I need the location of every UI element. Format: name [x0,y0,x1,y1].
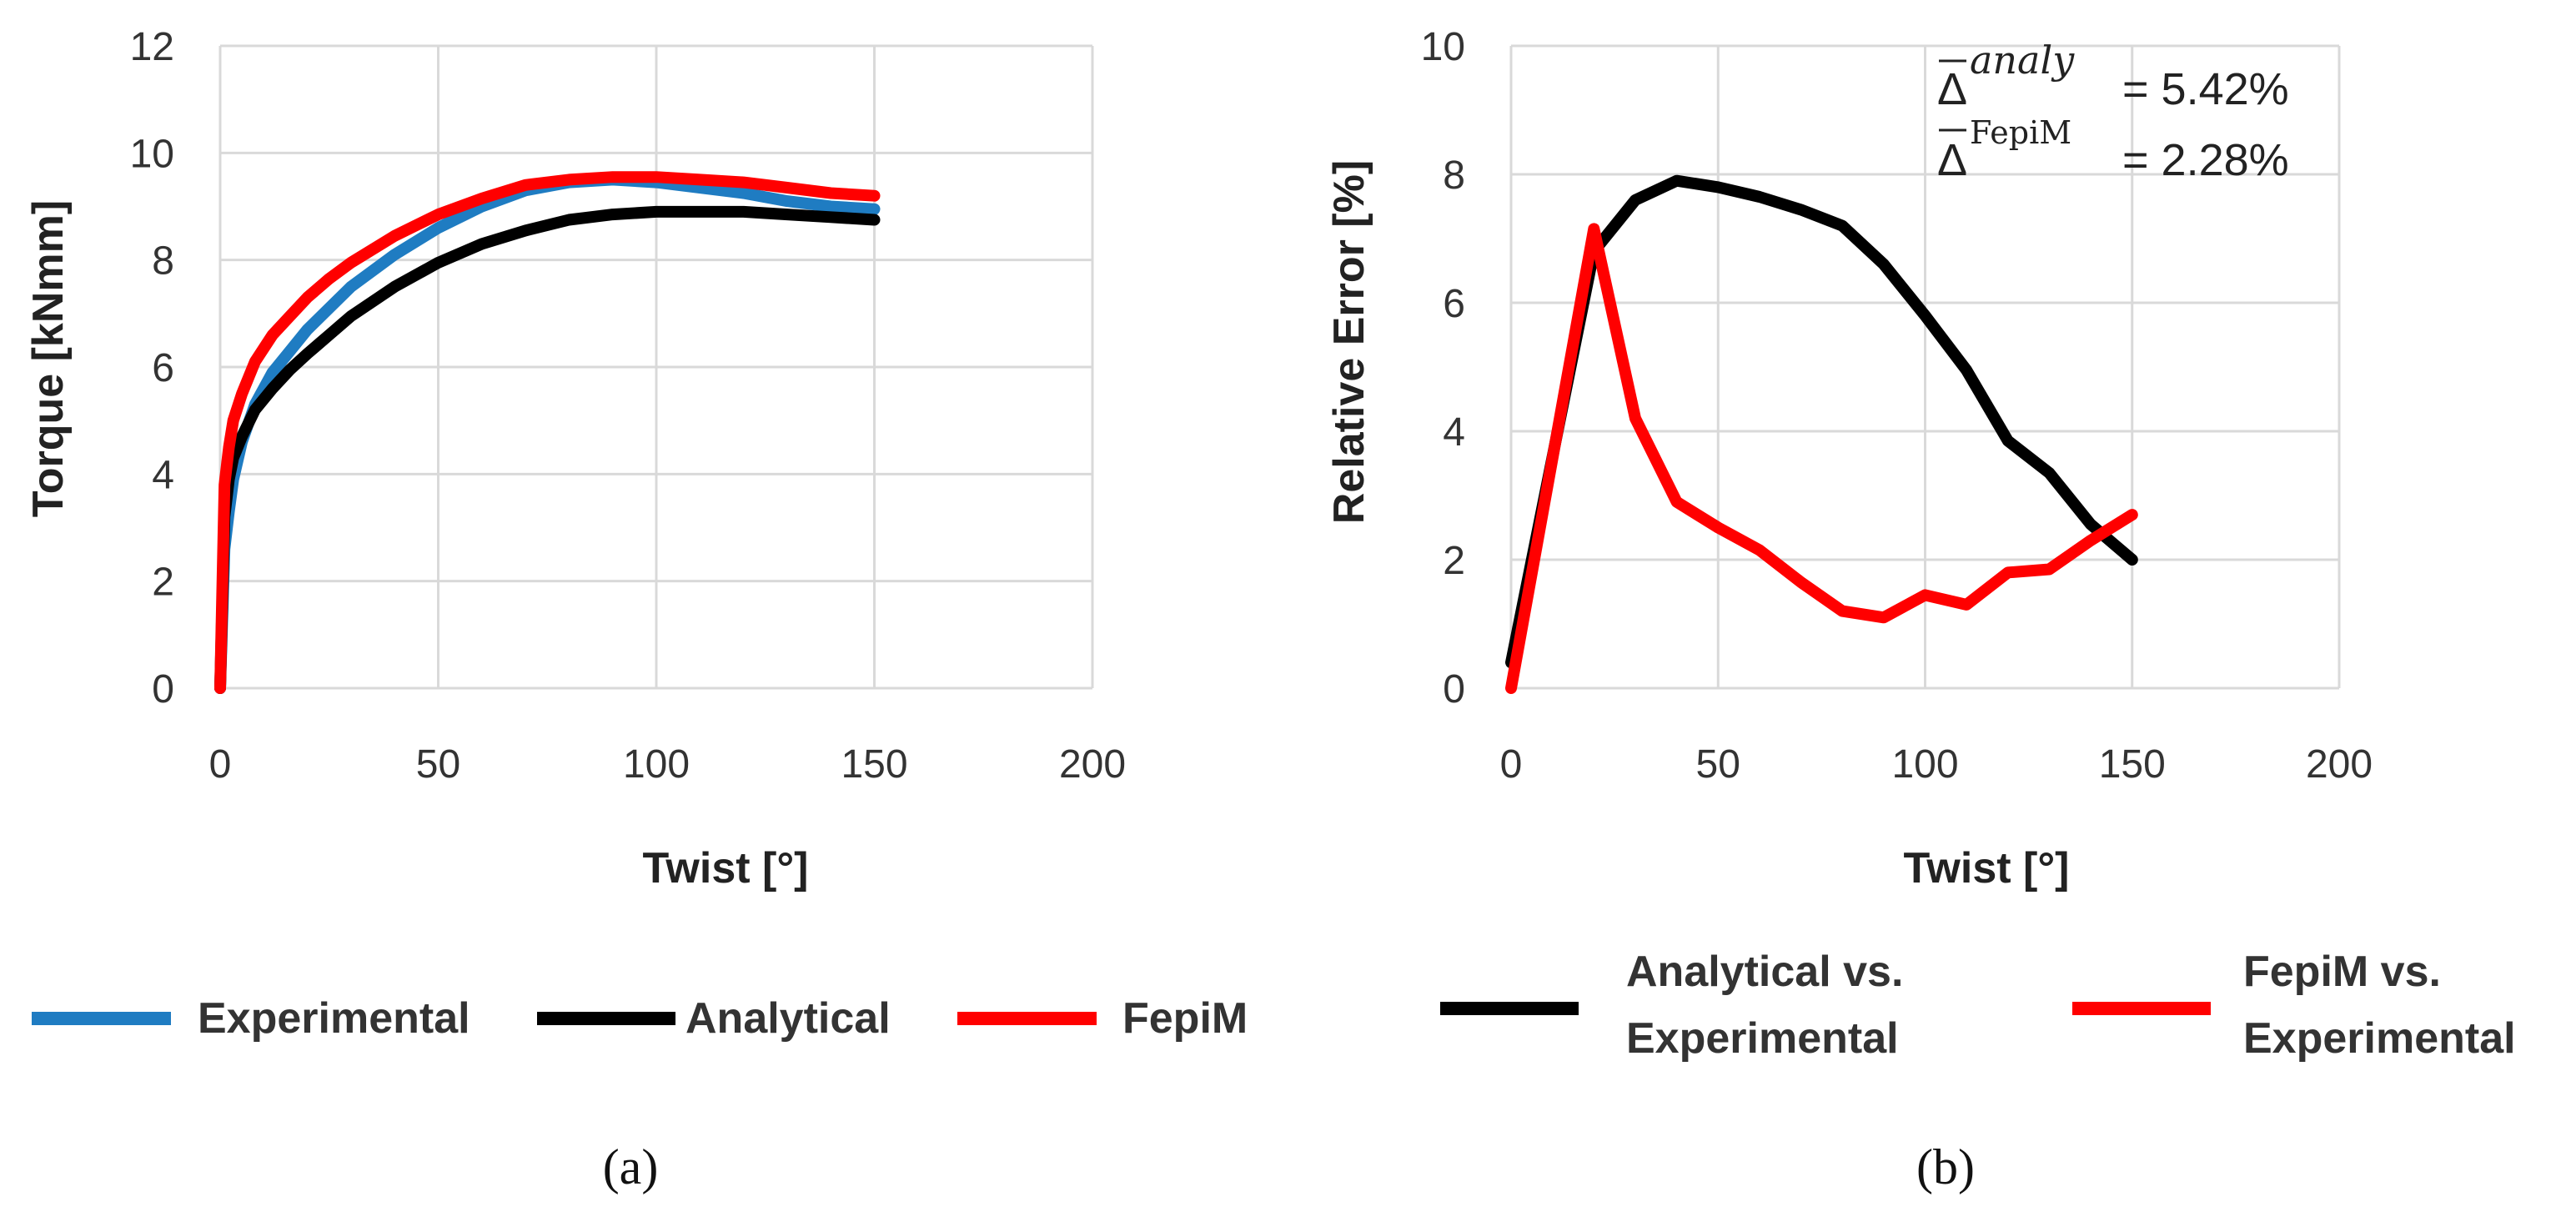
y-tick-label: 4 [1443,410,1465,455]
panel-a-x-axis-title: Twist [°] [643,844,809,893]
panel-a-legend: Experimental Analytical FepiM [32,994,1248,1043]
series-line-analytical [214,205,881,694]
delta-symbol: Δ [1937,64,1967,114]
annotation-analytical: Δ analy = 5.42% [1937,38,2289,114]
x-tick-label: 100 [1891,742,1958,787]
y-tick-label: 8 [1443,153,1465,198]
annotation-analytical-value: = 5.42% [2122,64,2289,114]
series-line-analytical-vs-experimental [1505,174,2138,669]
y-tick-label: 8 [152,239,174,284]
panel-a-label: (a) [603,1139,659,1194]
y-tick-label: 6 [152,346,174,390]
legend-label-fepim-line2: Experimental [2243,1014,2516,1063]
x-tick-label: 150 [841,742,907,787]
x-tick-label: 50 [416,742,460,787]
series-line-fepim-vs-experimental [1505,223,2138,694]
y-tick-label: 10 [1421,25,1465,69]
annotation-analytical-sup: analy [1970,38,2075,83]
x-tick-label: 0 [209,742,232,787]
y-tick-label: 10 [130,132,174,176]
legend-label-analytical-line2: Experimental [1626,1014,1899,1063]
y-tick-label: 4 [152,453,174,497]
panel-b-label: (b) [1916,1139,1975,1194]
x-tick-label: 100 [623,742,690,787]
x-tick-label: 50 [1696,742,1740,787]
annotation-fepim-value: = 2.28% [2122,135,2289,185]
annotation-fepim-sup: FepiM [1970,114,2071,151]
x-tick-label: 200 [2306,742,2373,787]
annotation-fepim: Δ FepiM = 2.28% [1937,114,2289,185]
y-tick-label: 0 [152,667,174,712]
legend-label-analytical-line1: Analytical vs. [1626,948,1903,996]
panel-b-error-chart: 0 2 4 6 8 10 0 50 100 150 200 Twist [°] Relative … [1325,25,2516,1194]
x-tick-label: 0 [1500,742,1523,787]
panel-a-y-axis-title: Torque [kNmm] [24,200,73,517]
legend-label-experimental: Experimental [198,994,470,1043]
panel-b-y-axis-title: Relative Error [%] [1325,160,1373,524]
legend-label-fepim: FepiM [1122,994,1248,1043]
delta-symbol: Δ [1937,135,1967,185]
mean-error-annotation: Δ analy = 5.42% Δ FepiM = 2.28% [1937,38,2289,185]
panel-b-x-axis-title: Twist [°] [1904,844,2070,893]
x-tick-label: 150 [2099,742,2166,787]
panel-a-torque-chart: 0 2 4 6 8 10 12 0 50 100 150 200 Twist [°] Torque … [24,25,1248,1194]
y-tick-label: 2 [1443,539,1465,583]
y-tick-label: 12 [130,25,174,69]
legend-label-fepim-line1: FepiM vs. [2243,948,2441,996]
panel-b-legend: Analytical vs. Experimental FepiM vs. Ex… [1440,948,2516,1063]
y-tick-label: 0 [1443,667,1465,712]
series-line-fepim [214,171,881,694]
y-tick-label: 6 [1443,282,1465,326]
x-tick-label: 200 [1059,742,1126,787]
y-tick-label: 2 [152,561,174,605]
legend-label-analytical: Analytical [685,994,891,1043]
series-line-experimental [214,173,881,694]
